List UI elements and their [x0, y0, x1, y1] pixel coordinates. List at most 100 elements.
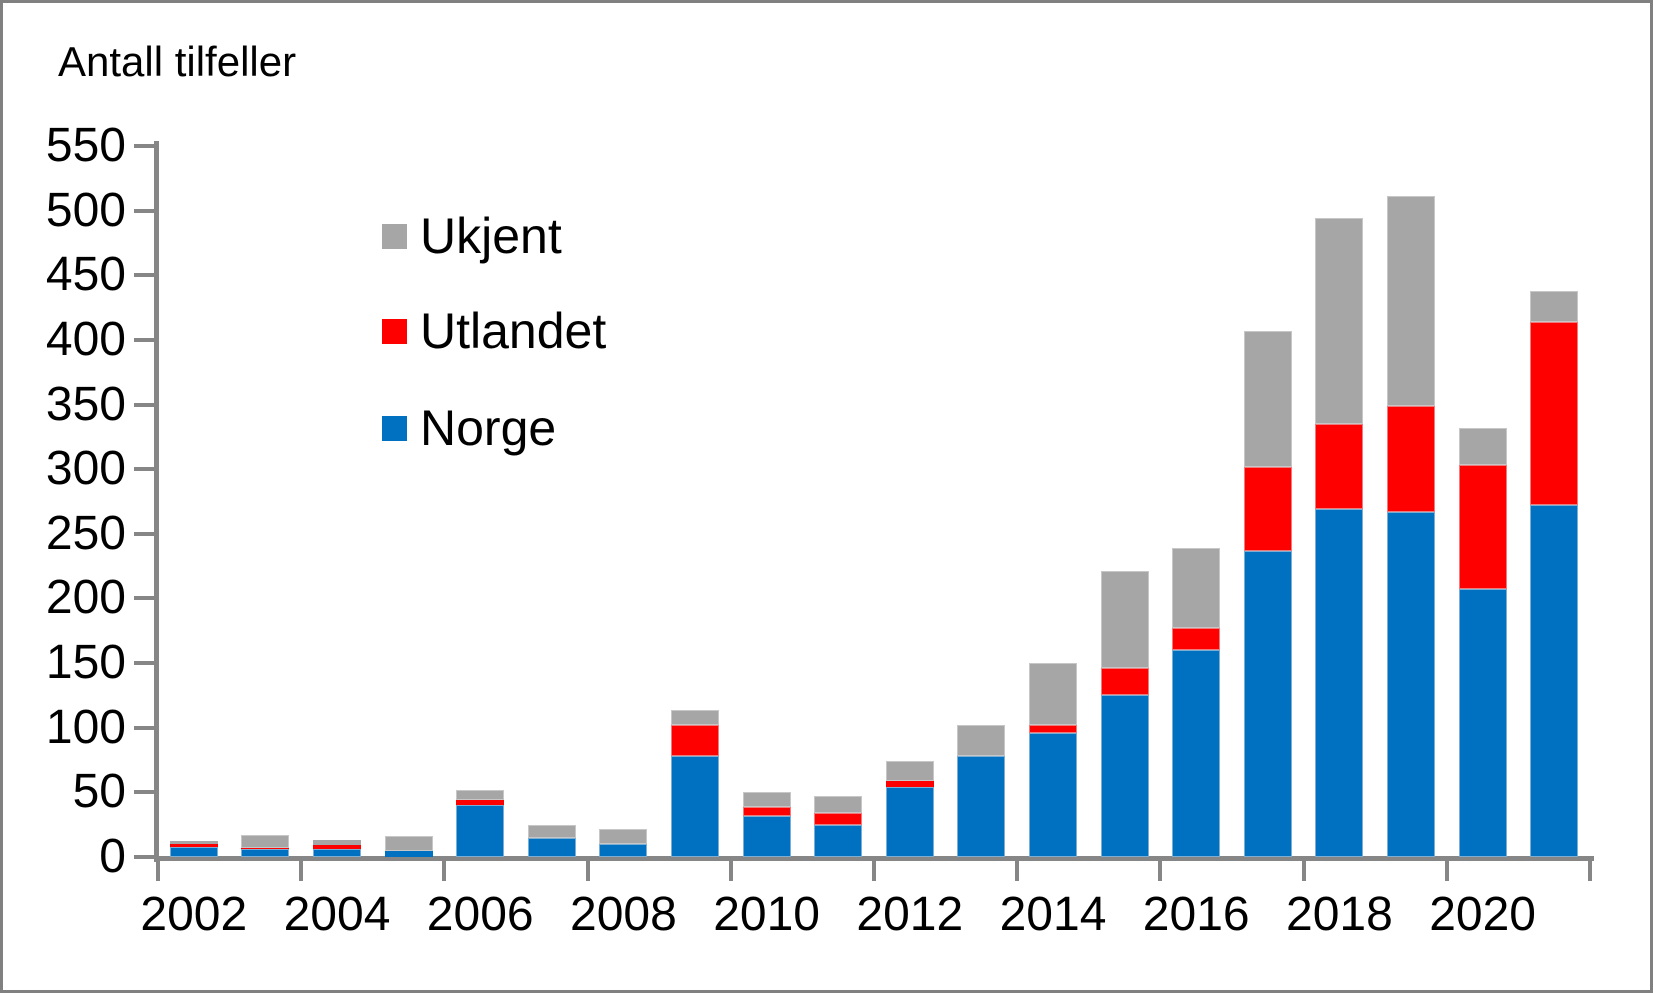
- bar-segment-ukjent-2017: [1243, 330, 1292, 467]
- x-tick-label: 2002: [140, 888, 248, 941]
- x-tick-label: 2016: [1142, 888, 1250, 941]
- bar-segment-ukjent-2015: [1100, 571, 1149, 669]
- y-tick: [134, 725, 155, 730]
- x-tick: [1444, 857, 1449, 881]
- y-tick-label: 0: [99, 830, 126, 883]
- x-tick: [728, 857, 733, 881]
- bar-segment-norge-2009: [671, 756, 719, 857]
- bar-segment-norge-2007: [527, 837, 576, 857]
- bar-segment-utlandet-2011: [814, 813, 863, 825]
- bar-segment-norge-2002: [169, 846, 218, 857]
- y-tick: [134, 790, 155, 795]
- y-tick: [134, 402, 155, 407]
- bar-segment-ukjent-2003: [241, 835, 290, 848]
- bar-segment-utlandet-2006: [456, 800, 505, 806]
- y-tick-label: 100: [45, 700, 126, 754]
- legend-item-utlandet: Utlandet: [382, 306, 606, 356]
- bar-segment-utlandet-2009: [671, 725, 719, 757]
- bar-segment-utlandet-2016: [1172, 628, 1221, 651]
- bar-segment-utlandet-2018: [1315, 423, 1364, 510]
- x-tick-label: 2004: [283, 888, 391, 941]
- legend-swatch-ukjent: [382, 223, 407, 249]
- y-tick-label: 300: [45, 442, 126, 496]
- x-tick: [872, 857, 876, 881]
- bar-segment-norge-2021: [1530, 505, 1579, 857]
- bar-segment-ukjent-2011: [814, 796, 863, 814]
- bar-segment-ukjent-2016: [1172, 548, 1221, 629]
- bar-segment-ukjent-2014: [1029, 663, 1077, 726]
- y-tick-label: 450: [45, 248, 126, 302]
- bar-segment-ukjent-2004: [313, 840, 361, 846]
- bar-segment-norge-2015: [1100, 695, 1149, 857]
- bar-segment-norge-2006: [456, 805, 505, 857]
- legend-item-ukjent: Ukjent: [382, 211, 562, 261]
- bar-segment-ukjent-2010: [742, 792, 791, 807]
- x-tick-label: 2020: [1429, 888, 1536, 941]
- y-tick-label: 350: [45, 377, 126, 431]
- bar-segment-norge-2017: [1243, 550, 1292, 857]
- y-axis-line: [154, 141, 159, 862]
- bar-segment-norge-2008: [599, 844, 648, 857]
- bar-segment-utlandet-2003: [241, 847, 290, 850]
- bar-segment-ukjent-2021: [1530, 290, 1579, 322]
- x-tick-label: 2010: [713, 888, 820, 941]
- bar-segment-utlandet-2002: [169, 844, 218, 847]
- x-tick-label: 2018: [1286, 888, 1393, 941]
- bar-segment-norge-2011: [814, 824, 863, 857]
- y-tick: [134, 531, 155, 536]
- y-tick-label: 200: [45, 571, 126, 625]
- bar-segment-ukjent-2007: [527, 824, 576, 838]
- y-tick: [134, 661, 155, 666]
- legend-label: Norge: [420, 400, 557, 456]
- bar-segment-utlandet-2015: [1100, 668, 1149, 696]
- bar-segment-norge-2014: [1029, 732, 1077, 857]
- y-tick: [134, 467, 155, 472]
- bar-segment-ukjent-2019: [1387, 196, 1435, 406]
- bar-segment-norge-2020: [1458, 589, 1507, 857]
- y-tick-label: 500: [45, 183, 126, 237]
- y-tick-label: 250: [45, 506, 126, 560]
- x-tick: [1158, 857, 1163, 881]
- y-tick-label: 150: [45, 636, 126, 690]
- x-tick-label: 2014: [999, 888, 1107, 941]
- bar-segment-ukjent-2020: [1458, 427, 1507, 466]
- x-tick: [1301, 857, 1306, 881]
- y-tick: [134, 144, 155, 148]
- bar-segment-norge-2003: [241, 849, 290, 857]
- legend-label: Utlandet: [420, 303, 607, 359]
- bar-segment-ukjent-2005: [384, 836, 433, 851]
- y-tick-label: 400: [45, 312, 126, 366]
- bar-segment-ukjent-2008: [599, 828, 648, 845]
- x-tick: [299, 857, 304, 881]
- legend-item-norge: Norge: [382, 403, 556, 453]
- chart-title: Antall tilfeller: [58, 38, 297, 85]
- legend-swatch-norge: [382, 415, 407, 441]
- bar-segment-utlandet-2021: [1530, 321, 1579, 506]
- bar-segment-norge-2012: [885, 787, 934, 857]
- x-tick-label: 2008: [570, 888, 677, 941]
- bar-segment-ukjent-2009: [671, 709, 719, 726]
- bar-segment-ukjent-2018: [1315, 218, 1364, 424]
- legend-label: Ukjent: [420, 208, 562, 264]
- y-tick-label: 50: [72, 765, 126, 819]
- y-tick-label: 550: [45, 119, 126, 172]
- y-tick: [134, 208, 155, 213]
- bar-segment-ukjent-2013: [957, 725, 1006, 757]
- bar-segment-utlandet-2019: [1387, 405, 1435, 512]
- bar-segment-norge-2013: [957, 756, 1006, 857]
- bar-segment-utlandet-2014: [1029, 725, 1077, 733]
- bar-segment-utlandet-2010: [742, 806, 791, 816]
- legend-swatch-utlandet: [382, 318, 407, 344]
- bar-segment-ukjent-2012: [885, 761, 934, 781]
- x-tick: [156, 857, 160, 881]
- bar-segment-utlandet-2004: [313, 845, 361, 850]
- y-tick: [134, 337, 155, 342]
- x-tick: [442, 857, 447, 881]
- bar-segment-norge-2005: [384, 850, 433, 857]
- bar-segment-ukjent-2002: [169, 841, 218, 845]
- bar-segment-norge-2019: [1387, 511, 1435, 857]
- x-tick: [1015, 857, 1020, 881]
- bar-segment-utlandet-2020: [1458, 465, 1507, 590]
- y-tick: [134, 596, 155, 601]
